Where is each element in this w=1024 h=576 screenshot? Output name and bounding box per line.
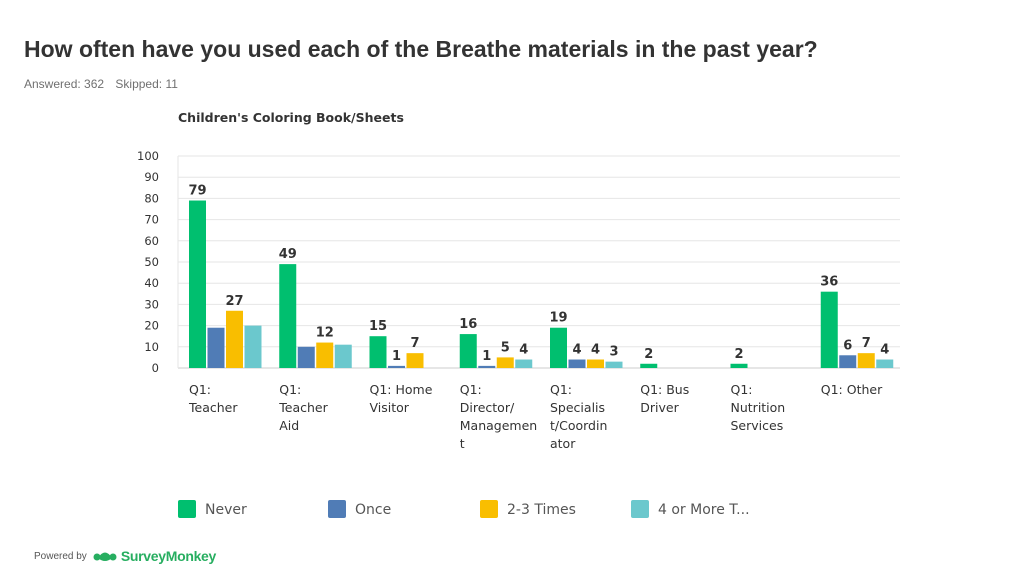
x-tick-label: Teacher <box>188 400 238 415</box>
y-tick-label: 100 <box>137 149 159 163</box>
data-label: 7 <box>862 336 871 351</box>
legend-label: Never <box>205 502 247 518</box>
x-tick-label: Aid <box>279 418 299 433</box>
x-tick-label: Teacher <box>278 400 328 415</box>
bar <box>406 353 424 368</box>
bar <box>478 365 496 368</box>
x-tick-label: Q1: <box>279 382 301 397</box>
y-tick-label: 80 <box>144 191 159 205</box>
bar <box>550 327 567 368</box>
y-tick-label: 70 <box>144 213 159 227</box>
bar <box>876 359 894 368</box>
data-label: 5 <box>501 340 510 355</box>
skipped-count: Skipped: 11 <box>115 77 178 91</box>
y-tick-label: 90 <box>144 170 159 184</box>
x-tick-label: Q1: Other <box>821 382 883 397</box>
data-label: 15 <box>369 319 387 334</box>
bar <box>244 325 262 368</box>
legend-swatch <box>328 500 346 518</box>
data-label: 3 <box>609 345 618 360</box>
bar <box>730 363 748 368</box>
powered-by-text: Powered by <box>34 550 87 562</box>
x-tick-label: t/Coordin <box>550 418 607 433</box>
data-label: 36 <box>820 275 838 290</box>
surveymonkey-logo-icon <box>93 552 117 561</box>
x-tick-label: Services <box>731 418 784 433</box>
data-label: 4 <box>880 343 889 358</box>
y-tick-label: 0 <box>152 361 159 375</box>
bar <box>839 355 857 368</box>
x-tick-label: Visitor <box>370 400 410 415</box>
chart-title: Children's Coloring Book/Sheets <box>178 110 404 125</box>
y-tick-label: 20 <box>144 319 159 333</box>
bar <box>189 200 206 368</box>
response-summary: Answered: 362 Skipped: 11 <box>24 77 186 91</box>
bar <box>226 310 243 368</box>
data-label: 27 <box>225 294 243 309</box>
data-label: 4 <box>572 343 581 358</box>
bar <box>568 359 586 368</box>
legend-label: 2-3 Times <box>507 502 576 518</box>
data-label: 49 <box>279 247 297 262</box>
bar <box>496 357 514 368</box>
bar <box>515 359 533 368</box>
legend-swatch <box>480 500 498 518</box>
x-tick-label: Q1: Bus <box>640 382 689 397</box>
x-tick-label: Q1: <box>731 382 753 397</box>
data-label: 12 <box>316 326 334 341</box>
y-tick-label: 30 <box>144 297 159 311</box>
data-label: 6 <box>843 338 852 353</box>
powered-by[interactable]: Powered by SurveyMonkey <box>34 548 216 564</box>
bar <box>820 291 838 368</box>
data-label: 79 <box>188 184 206 199</box>
surveymonkey-brand: SurveyMonkey <box>120 548 217 564</box>
data-label: 1 <box>392 349 401 364</box>
bar <box>297 346 315 368</box>
bar <box>369 336 387 368</box>
y-tick-label: 40 <box>144 276 159 290</box>
x-tick-label: Q1: <box>460 382 482 397</box>
data-label: 7 <box>410 336 419 351</box>
bar <box>459 334 477 368</box>
data-label: 4 <box>519 343 528 358</box>
bar <box>207 327 225 368</box>
x-tick-label: Q1: <box>550 382 572 397</box>
bar <box>587 359 604 368</box>
legend-label: Once <box>355 502 391 518</box>
x-tick-label: Managemen <box>460 418 537 433</box>
x-tick-label: ator <box>550 436 576 451</box>
data-label: 2 <box>644 347 653 362</box>
x-tick-label: t <box>460 436 465 451</box>
legend-swatch <box>178 500 196 518</box>
legend-label: 4 or More T... <box>658 502 750 518</box>
x-tick-label: Driver <box>640 400 679 415</box>
bar <box>640 363 658 368</box>
bar <box>857 353 875 368</box>
data-label: 4 <box>591 343 600 358</box>
page-title: How often have you used each of the Brea… <box>24 36 818 62</box>
y-tick-label: 10 <box>144 340 159 354</box>
data-label: 16 <box>459 317 477 332</box>
x-tick-label: Director/ <box>460 400 515 415</box>
answered-count: Answered: 362 <box>24 77 105 91</box>
y-tick-label: 50 <box>144 255 159 269</box>
bar <box>605 361 623 368</box>
x-tick-label: Nutrition <box>731 400 786 415</box>
bar <box>334 344 352 368</box>
data-label: 1 <box>482 349 491 364</box>
y-tick-label: 60 <box>144 234 159 248</box>
legend-swatch <box>631 500 649 518</box>
bar <box>316 342 334 368</box>
x-tick-label: Q1: <box>189 382 211 397</box>
bar <box>388 365 405 368</box>
data-label: 2 <box>734 347 743 362</box>
bar <box>279 264 297 368</box>
x-tick-label: Specialis <box>550 400 605 415</box>
data-label: 19 <box>549 311 567 326</box>
x-tick-label: Q1: Home <box>370 382 433 397</box>
